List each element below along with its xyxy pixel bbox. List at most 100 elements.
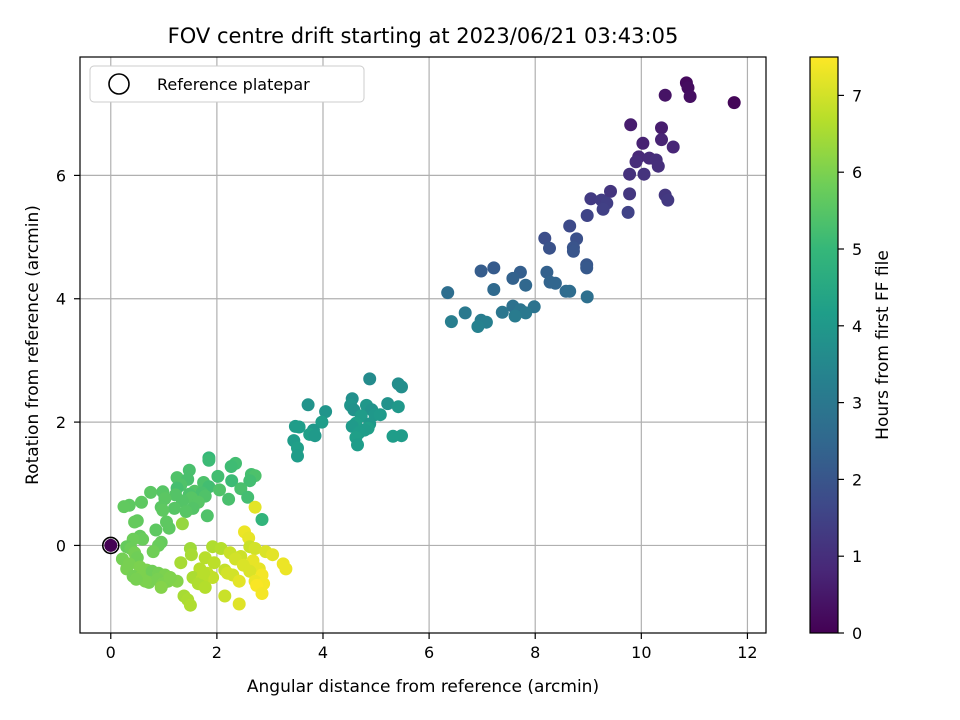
- data-point: [381, 397, 395, 411]
- data-point: [727, 96, 741, 110]
- data-point: [315, 415, 329, 429]
- data-point: [563, 219, 577, 233]
- colorbar-tick-label: 2: [852, 470, 862, 489]
- colorbar-tick-label: 3: [852, 394, 862, 413]
- data-point: [548, 276, 562, 290]
- legend-reference-label: Reference platepar: [157, 75, 310, 94]
- data-point: [441, 286, 455, 300]
- data-point: [563, 284, 577, 298]
- plot-frame: [79, 56, 767, 634]
- y-axis-ticks: 0 2 4 6: [56, 166, 80, 555]
- data-point: [538, 231, 552, 245]
- y-tick-label: 2: [56, 413, 66, 432]
- colorbar: 0 1 2 3 4 5 6 7 Hours from first FF file: [809, 56, 893, 643]
- data-point: [163, 571, 177, 584]
- colorbar-gradient: [809, 56, 839, 634]
- data-point: [580, 290, 594, 304]
- data-point: [156, 503, 170, 517]
- data-point: [386, 429, 400, 443]
- data-point: [363, 372, 377, 386]
- y-tick-label: 0: [56, 536, 66, 555]
- data-point: [255, 587, 269, 600]
- colorbar-label: Hours from first FF file: [873, 250, 893, 440]
- colorbar-tick-label: 5: [852, 240, 862, 259]
- data-point: [291, 449, 304, 463]
- data-point: [211, 469, 225, 483]
- data-point: [225, 474, 239, 488]
- x-tick-label: 6: [424, 643, 434, 662]
- data-point: [266, 548, 280, 562]
- data-point: [666, 140, 680, 154]
- data-point: [255, 513, 269, 526]
- data-point: [444, 315, 458, 329]
- x-tick-label: 12: [737, 643, 757, 662]
- x-tick-label: 2: [212, 643, 222, 662]
- colorbar-tick-label: 1: [852, 547, 862, 566]
- data-point: [658, 88, 672, 102]
- data-point: [243, 564, 257, 578]
- data-point: [136, 532, 150, 546]
- x-tick-label: 10: [631, 643, 651, 662]
- data-point: [213, 483, 226, 497]
- legend-box: [89, 65, 365, 103]
- data-point: [683, 90, 697, 103]
- colorbar-tick-label: 6: [852, 163, 862, 182]
- data-point: [566, 244, 580, 258]
- data-point: [218, 589, 232, 603]
- colorbar-tick-label: 7: [852, 86, 862, 105]
- x-axis-label: Angular distance from reference (arcmin): [247, 677, 599, 697]
- data-point: [655, 133, 668, 147]
- data-point: [543, 241, 556, 255]
- data-point: [637, 167, 651, 181]
- data-point: [519, 278, 533, 292]
- data-point: [135, 495, 148, 509]
- data-point: [167, 501, 181, 515]
- data-point: [651, 159, 665, 173]
- data-point: [319, 405, 333, 419]
- data-point: [174, 556, 188, 570]
- x-tick-label: 4: [318, 643, 328, 662]
- data-point: [621, 205, 635, 219]
- data-point: [184, 548, 198, 562]
- x-axis-ticks: 0 2 4 6 8 10 12: [106, 633, 758, 662]
- reference-data-point: [104, 538, 118, 552]
- data-point: [391, 400, 405, 414]
- data-point: [395, 380, 408, 394]
- data-point: [629, 155, 643, 169]
- data-point: [487, 283, 501, 296]
- data-point: [146, 545, 160, 559]
- data-point: [301, 398, 315, 412]
- data-point: [144, 485, 158, 499]
- data-point: [207, 556, 221, 570]
- data-point: [149, 523, 163, 537]
- data-point: [198, 580, 212, 594]
- data-point: [351, 438, 364, 452]
- data-point: [200, 509, 214, 523]
- data-point: [623, 167, 637, 181]
- data-point: [202, 453, 216, 467]
- data-points: [104, 76, 741, 612]
- data-point: [540, 265, 554, 279]
- data-point: [292, 420, 306, 434]
- data-point: [175, 517, 189, 531]
- data-point: [495, 305, 509, 319]
- colorbar-ticks: 0 1 2 3 4 5 6 7: [838, 86, 862, 643]
- colorbar-tick-label: 4: [852, 317, 862, 336]
- data-point: [474, 264, 488, 278]
- data-point: [162, 521, 176, 535]
- data-point: [154, 580, 168, 594]
- data-point: [655, 121, 668, 135]
- data-point: [308, 429, 322, 443]
- colorbar-tick-label: 0: [852, 624, 862, 643]
- data-point: [243, 474, 257, 488]
- data-point: [580, 209, 594, 222]
- data-point: [129, 572, 143, 586]
- data-point: [471, 320, 485, 333]
- data-point: [623, 187, 637, 201]
- data-point: [183, 598, 197, 612]
- data-point: [279, 562, 293, 576]
- x-tick-label: 0: [106, 643, 116, 662]
- y-tick-label: 6: [56, 166, 66, 185]
- data-point: [604, 184, 617, 198]
